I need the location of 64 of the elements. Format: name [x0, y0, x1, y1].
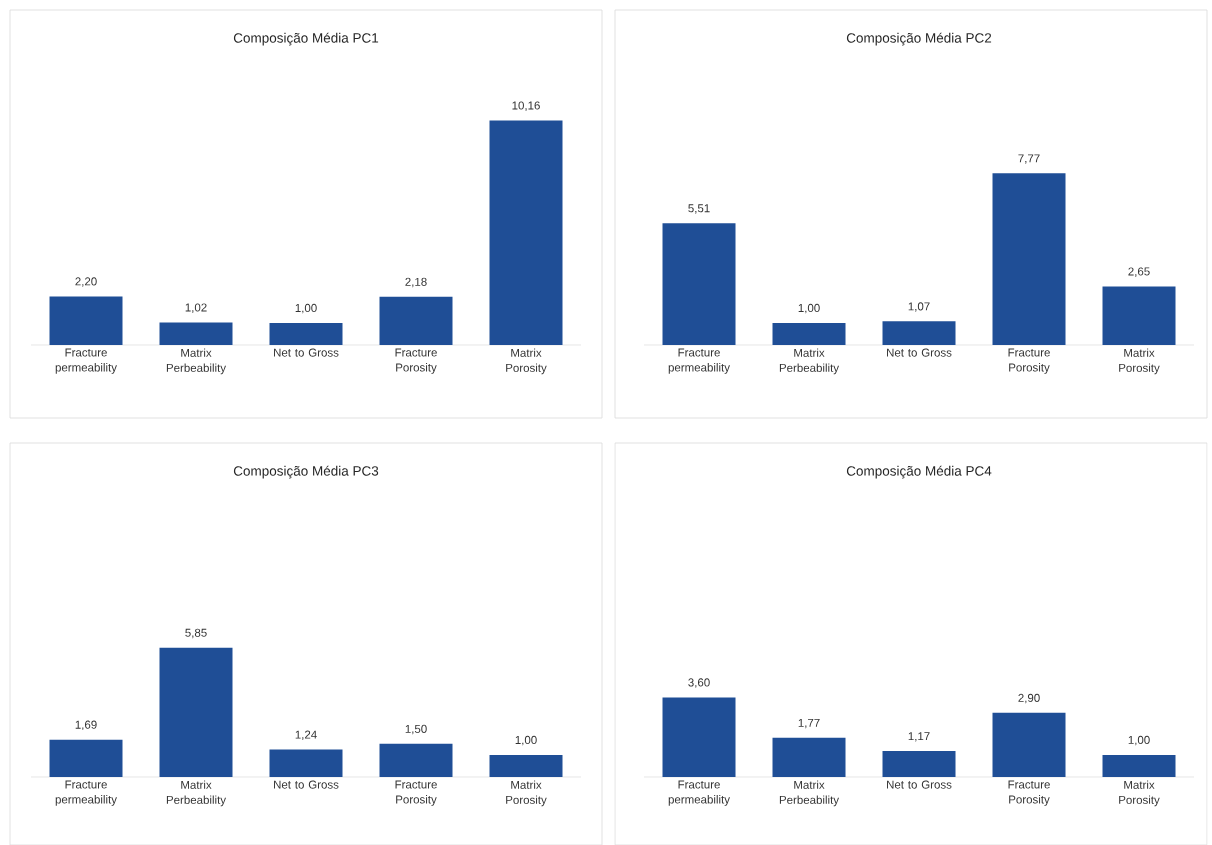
bar — [269, 322, 343, 345]
x-tick-label: Fracture Porosity — [1008, 780, 1050, 806]
x-tick-label: Matrix Perbeability — [166, 780, 227, 807]
x-tick-label: Net to Gross — [887, 348, 952, 357]
data-label: 1,00 — [798, 303, 820, 314]
data-label: 1,24 — [295, 730, 317, 740]
data-label: 3,60 — [688, 678, 710, 688]
chart-title: Composição Média PC1 — [233, 32, 379, 46]
chart-title: Composição Média PC2 — [846, 32, 992, 46]
x-tick-label: Matrix Perbeability — [779, 348, 840, 375]
data-label: 2,90 — [1018, 693, 1040, 704]
data-label: 1,77 — [798, 718, 820, 729]
bar — [159, 647, 233, 777]
bar — [882, 321, 956, 345]
bar — [269, 749, 343, 777]
data-label: 1,02 — [185, 303, 207, 313]
data-label: 7,77 — [1018, 154, 1040, 164]
data-label: 1,00 — [295, 303, 317, 314]
chart-title: Composição Média PC4 — [846, 465, 992, 479]
bar — [379, 743, 453, 777]
bar — [882, 750, 956, 777]
bar — [992, 173, 1066, 345]
bar — [772, 322, 846, 345]
data-label: 2,18 — [405, 277, 427, 288]
bar — [772, 737, 846, 777]
x-tick-label: Net to Gross — [887, 780, 952, 789]
bar — [489, 754, 563, 777]
bar — [1102, 286, 1176, 345]
data-label: 1,00 — [1128, 735, 1150, 746]
x-tick-label: Matrix Perbeability — [779, 780, 840, 807]
x-tick-label: Matrix Porosity — [506, 780, 547, 807]
bar — [489, 120, 563, 345]
bar — [49, 296, 123, 345]
x-tick-label: Fracture Porosity — [395, 780, 437, 806]
x-tick-label: Net to Gross — [274, 348, 339, 357]
bar — [992, 712, 1066, 777]
bar — [662, 223, 736, 345]
bar — [49, 739, 123, 777]
data-label: 1,07 — [908, 302, 930, 312]
data-label: 5,85 — [185, 628, 207, 638]
x-tick-label: Fracture permeability — [55, 348, 117, 374]
x-tick-label: Matrix Porosity — [1119, 348, 1160, 375]
x-tick-label: Fracture permeability — [55, 780, 117, 806]
data-label: 1,50 — [405, 724, 427, 735]
data-label: 1,69 — [75, 720, 97, 730]
data-label: 5,51 — [688, 204, 710, 214]
x-tick-label: Matrix Porosity — [506, 348, 547, 375]
x-tick-label: Net to Gross — [274, 780, 339, 789]
bar — [662, 697, 736, 777]
x-tick-label: Fracture Porosity — [395, 348, 437, 374]
x-tick-label: Matrix Porosity — [1119, 780, 1160, 807]
bar — [1102, 754, 1176, 777]
bar — [159, 322, 233, 345]
data-label: 10,16 — [512, 101, 540, 111]
data-label: 1,17 — [908, 732, 930, 742]
x-tick-label: Fracture permeability — [668, 780, 730, 806]
x-tick-label: Matrix Perbeability — [166, 348, 227, 375]
chart-title: Composição Média PC3 — [233, 465, 379, 479]
data-label: 1,00 — [515, 735, 537, 746]
x-tick-label: Fracture Porosity — [1008, 348, 1050, 374]
x-tick-label: Fracture permeability — [668, 348, 730, 374]
data-label: 2,65 — [1128, 267, 1150, 277]
bar — [379, 296, 453, 345]
data-label: 2,20 — [75, 277, 97, 287]
